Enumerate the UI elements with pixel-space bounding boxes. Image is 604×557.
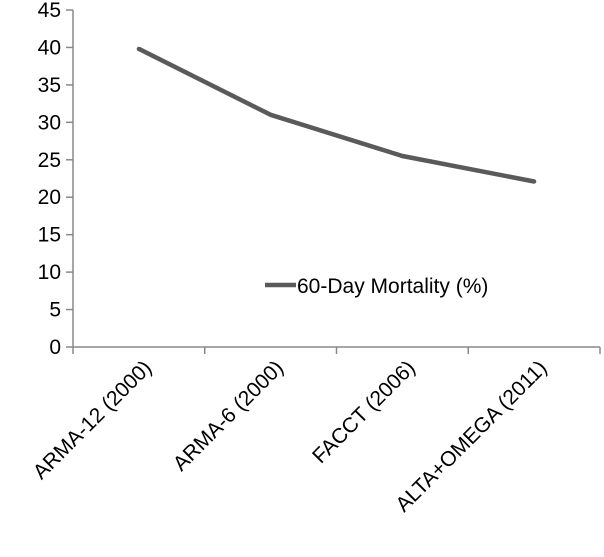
data-point (531, 179, 537, 184)
x-tick-label: FACCT (2006) (308, 356, 420, 468)
y-tick-group: 0 5 10 15 20 25 30 35 40 45 (38, 0, 73, 359)
y-tick-label: 5 (49, 299, 61, 322)
y-tick-label: 10 (38, 261, 61, 284)
x-tick-group: ARMA-12 (2000) ARMA-6 (2000) FACCT (2006)A… (29, 347, 601, 517)
x-tick-label: ARMA-6 (2000) (169, 356, 288, 475)
y-tick-label: 45 (38, 0, 61, 22)
data-point (400, 153, 405, 159)
y-tick-label: 20 (38, 186, 61, 209)
legend: 60-Day Mortality (%) (265, 275, 488, 298)
x-tick-label: ARMA-12 (2000) (29, 356, 157, 484)
y-tick-label: 40 (38, 36, 61, 59)
series-line (137, 46, 535, 184)
series-group (136, 46, 537, 184)
y-tick-label: 0 (49, 336, 61, 359)
y-tick-label: 30 (38, 111, 61, 134)
x-tick-label: ALTA+OMEGA (2011) (391, 356, 551, 516)
y-tick-label: 35 (38, 74, 61, 97)
legend-label: 60-Day Mortality (%) (297, 275, 488, 298)
y-tick-label: 15 (38, 224, 61, 247)
data-point (136, 46, 142, 52)
data-point (268, 112, 273, 118)
y-tick-label: 25 (38, 149, 61, 172)
